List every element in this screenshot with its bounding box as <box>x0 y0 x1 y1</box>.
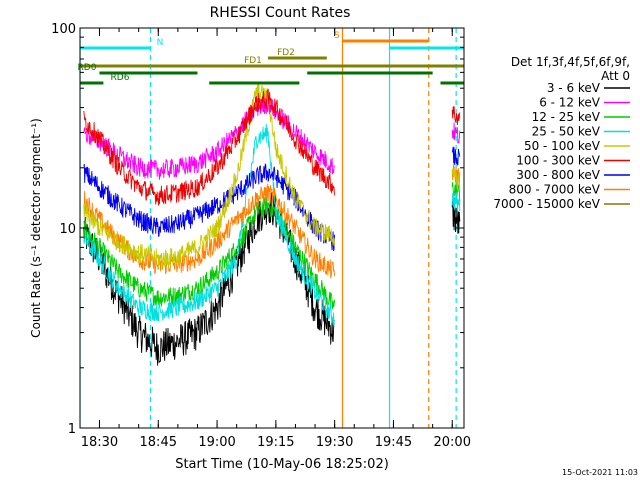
series-line-3-1 <box>451 192 461 212</box>
series-line-7-0 <box>83 183 335 279</box>
series-line-1-0 <box>83 95 335 180</box>
x-tick-label-6: 20:00 <box>434 435 471 450</box>
plot-area <box>80 28 464 428</box>
x-tick-label-0: 18:30 <box>81 435 118 450</box>
x-tick-label-3: 19:15 <box>257 435 294 450</box>
flag-label-n: N <box>157 38 164 48</box>
series-line-0-0 <box>83 192 335 366</box>
x-tick-label-5: 19:45 <box>375 435 412 450</box>
series-layer <box>83 83 461 366</box>
series-line-4-0 <box>83 83 335 268</box>
legend-label-5: 100 - 300 keV <box>516 154 600 168</box>
series-line-3-0 <box>83 123 335 326</box>
legend-label-4: 50 - 100 keV <box>524 139 601 153</box>
axes: N S FD1 FD2 RD0 RD6 18:30 18:45 19:00 19:15 19:30 1… <box>51 22 471 450</box>
y-tick-label-1: 10 <box>59 222 76 237</box>
flag-label-s: S <box>334 31 340 41</box>
series-line-0-1 <box>451 200 461 234</box>
legend-header-0: Det 1f,3f,4f,5f,6f,9f, <box>511 55 630 69</box>
flag-label-rd6: RD6 <box>111 73 130 83</box>
footer-date: 15-Oct-2021 11:03 <box>562 468 638 477</box>
legend-label-0: 3 - 6 keV <box>547 81 601 95</box>
flag-bars <box>80 39 464 85</box>
series-line-6-1 <box>451 146 461 166</box>
series-line-5-1 <box>451 106 461 126</box>
event-markers <box>80 28 457 428</box>
x-tick-label-2: 19:00 <box>198 435 235 450</box>
x-axis-label: Start Time (10-May-06 18:25:02) <box>175 457 389 472</box>
chart-title: RHESSI Count Rates <box>210 5 351 21</box>
y-tick-label-2: 100 <box>51 22 76 37</box>
series-line-5-0 <box>83 88 335 206</box>
flag-label-fd2: FD2 <box>277 48 295 58</box>
legend-label-7: 800 - 7000 keV <box>509 183 601 197</box>
flag-label-rd0: RD0 <box>78 63 97 73</box>
y-tick-label-0: 1 <box>68 422 76 437</box>
x-tick-label-1: 18:45 <box>140 435 177 450</box>
legend-label-2: 12 - 25 keV <box>532 110 601 124</box>
legend-header-1: Att 0 <box>601 69 630 83</box>
legend-label-3: 25 - 50 keV <box>532 125 601 139</box>
series-line-4-1 <box>451 168 461 191</box>
legend-label-6: 300 - 800 keV <box>516 168 600 182</box>
series-line-1-1 <box>451 122 461 144</box>
series-line-7-1 <box>451 164 461 186</box>
legend-label-8: 7000 - 15000 keV <box>493 197 600 211</box>
y-axis-label: Count Rate (s⁻¹ detector segment⁻¹) <box>29 118 43 338</box>
flag-label-fd1: FD1 <box>244 56 262 66</box>
x-tick-label-4: 19:30 <box>316 435 353 450</box>
legend-label-1: 6 - 12 keV <box>539 96 601 110</box>
